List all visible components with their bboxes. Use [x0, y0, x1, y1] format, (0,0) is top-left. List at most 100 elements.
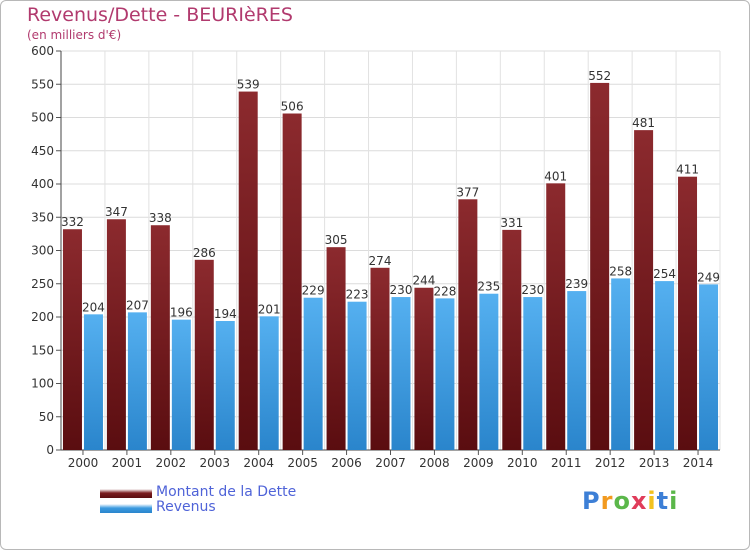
x-tick-label: 2014	[683, 456, 714, 470]
y-tick-label: 500	[31, 111, 54, 125]
data-label-debt: 539	[237, 78, 260, 92]
x-tick-label: 2005	[287, 456, 318, 470]
bar-debt	[590, 82, 610, 451]
bar-revenus	[523, 297, 543, 450]
x-tick-label: 2011	[551, 456, 582, 470]
data-label-revenus: 258	[609, 264, 632, 278]
axes: 0 50 100 150 200 250 300 350 400 450 500 550 600 2000…	[31, 44, 720, 470]
bar-debt	[106, 219, 126, 450]
data-label-revenus: 194	[214, 307, 237, 321]
grid-lines	[60, 50, 721, 451]
chart-subtitle: (en milliers d'€)	[27, 28, 122, 42]
logo-letter: t	[656, 487, 670, 515]
y-tick-label: 50	[39, 410, 54, 424]
logo-letter: x	[630, 487, 648, 515]
bar-debt	[370, 267, 390, 450]
data-label-debt: 274	[369, 254, 392, 268]
bar-debt	[458, 199, 478, 450]
bar-revenus	[259, 316, 279, 450]
x-tick-label: 2004	[243, 456, 274, 470]
legend-label-debt: Montant de la Dette	[156, 484, 297, 500]
x-tick-label: 2000	[68, 456, 99, 470]
y-tick-label: 250	[31, 277, 54, 291]
y-tick-label: 450	[31, 144, 54, 158]
data-label-debt: 332	[61, 215, 84, 229]
bar-debt	[282, 113, 302, 450]
chart-title: Revenus/Dette - BEURIèRES	[27, 4, 293, 26]
data-labels: 332 204 347 207 338 196 286 194 539 201 506 229 305 2…	[61, 69, 720, 321]
x-tick-label: 2003	[199, 456, 230, 470]
y-tick-label: 200	[31, 310, 54, 324]
bar-revenus	[479, 293, 499, 450]
data-label-debt: 377	[456, 185, 479, 199]
bar-debt	[238, 91, 258, 450]
data-label-debt: 305	[325, 233, 348, 247]
x-tick-label: 2009	[463, 456, 494, 470]
bar-debt	[62, 229, 82, 450]
y-tick-label: 100	[31, 377, 54, 391]
data-label-debt: 552	[588, 69, 611, 83]
data-label-revenus: 254	[653, 267, 676, 281]
bar-revenus	[655, 281, 675, 450]
bar-revenus	[347, 301, 367, 450]
bars	[62, 82, 719, 451]
y-tick-label: 300	[31, 244, 54, 258]
legend-label-revenus: Revenus	[156, 499, 216, 515]
bar-debt	[502, 229, 522, 450]
x-tick-label: 2012	[595, 456, 626, 470]
legend-swatch-revenus	[100, 504, 152, 513]
logo-letter: i	[669, 487, 679, 515]
data-label-revenus: 228	[433, 284, 456, 298]
bar-debt	[326, 247, 346, 450]
data-label-revenus: 239	[565, 277, 588, 291]
proxiti-logo: Proxiti	[582, 487, 678, 515]
y-tick-label: 400	[31, 177, 54, 191]
data-label-debt: 331	[500, 216, 523, 230]
x-tick-label: 2002	[156, 456, 187, 470]
bar-debt	[546, 183, 566, 450]
bar-revenus	[171, 319, 191, 450]
bar-revenus	[435, 298, 455, 450]
y-tick-label: 0	[46, 443, 54, 457]
data-label-revenus: 223	[346, 288, 369, 302]
bar-revenus	[215, 320, 235, 450]
data-label-revenus: 201	[258, 302, 281, 316]
x-tick-label: 2006	[331, 456, 362, 470]
bar-revenus	[83, 314, 103, 450]
y-tick-label: 600	[31, 44, 54, 58]
x-tick-label: 2008	[419, 456, 450, 470]
data-label-debt: 481	[632, 116, 655, 130]
y-tick-label: 350	[31, 210, 54, 224]
legend-item-revenus: Revenus	[100, 499, 300, 517]
data-label-revenus: 196	[170, 306, 193, 320]
data-label-revenus: 235	[477, 280, 500, 294]
legend-swatch-debt	[100, 489, 152, 498]
data-label-revenus: 207	[126, 298, 149, 312]
bar-revenus	[391, 297, 411, 450]
bar-debt	[150, 225, 170, 450]
x-tick-label: 2013	[639, 456, 670, 470]
bar-debt	[194, 259, 214, 450]
y-tick-label: 150	[31, 343, 54, 357]
data-label-debt: 244	[412, 274, 435, 288]
data-label-debt: 338	[149, 211, 172, 225]
logo-letter: r	[600, 487, 614, 515]
y-tick-label: 550	[31, 77, 54, 91]
x-tick-label: 2007	[375, 456, 406, 470]
legend-item-debt: Montant de la Dette	[100, 484, 300, 502]
x-tick-label: 2010	[507, 456, 538, 470]
data-label-debt: 411	[676, 163, 699, 177]
data-label-revenus: 230	[390, 283, 413, 297]
data-label-debt: 286	[193, 246, 216, 260]
data-label-revenus: 249	[697, 270, 720, 284]
bar-debt	[414, 287, 434, 450]
bar-revenus	[567, 291, 587, 450]
logo-letter: o	[613, 487, 631, 515]
data-label-debt: 401	[544, 169, 567, 183]
bar-revenus	[303, 297, 323, 450]
logo-letter: P	[582, 487, 601, 515]
bar-revenus	[699, 284, 719, 450]
bar-debt	[678, 176, 698, 450]
logo-letter: i	[647, 487, 657, 515]
